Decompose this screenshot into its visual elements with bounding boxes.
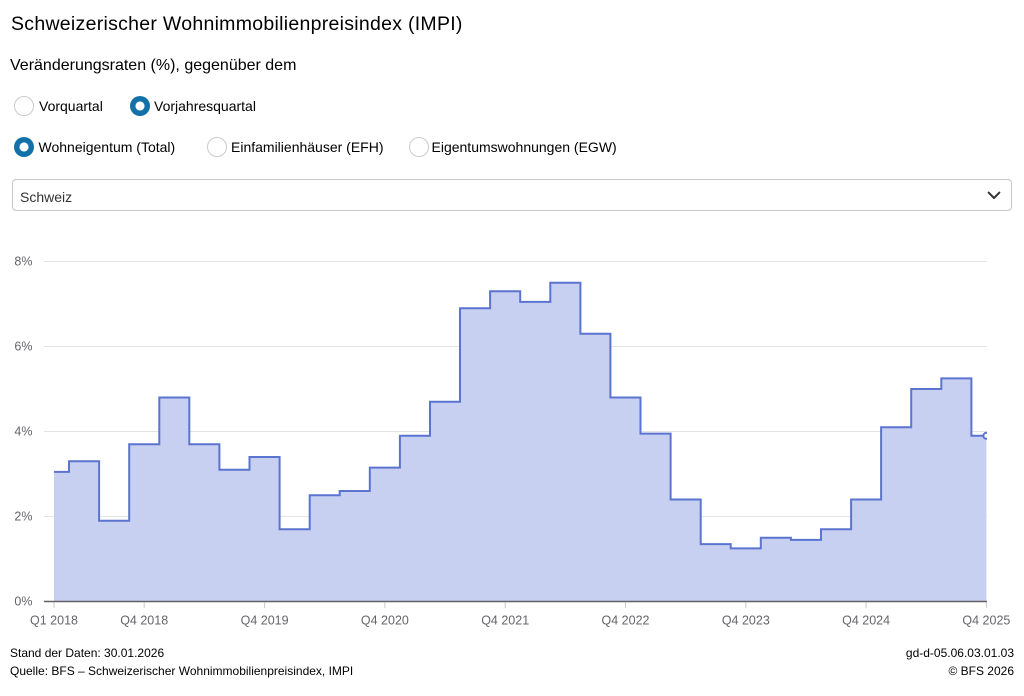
svg-text:Q4 2020: Q4 2020 <box>361 614 409 628</box>
svg-text:Q4 2023: Q4 2023 <box>722 614 770 628</box>
svg-text:2%: 2% <box>14 510 32 524</box>
svg-text:8%: 8% <box>14 255 32 269</box>
svg-text:Q4 2024: Q4 2024 <box>842 614 890 628</box>
svg-text:Q4 2019: Q4 2019 <box>241 614 289 628</box>
svg-text:Q4 2022: Q4 2022 <box>602 614 650 628</box>
svg-text:4%: 4% <box>14 425 32 439</box>
svg-text:Q4 2021: Q4 2021 <box>481 614 529 628</box>
svg-text:0%: 0% <box>14 595 32 609</box>
svg-text:Q4 2025: Q4 2025 <box>962 614 1010 628</box>
svg-text:Q1 2018: Q1 2018 <box>30 614 78 628</box>
svg-text:6%: 6% <box>14 340 32 354</box>
svg-text:Q4 2018: Q4 2018 <box>120 614 168 628</box>
